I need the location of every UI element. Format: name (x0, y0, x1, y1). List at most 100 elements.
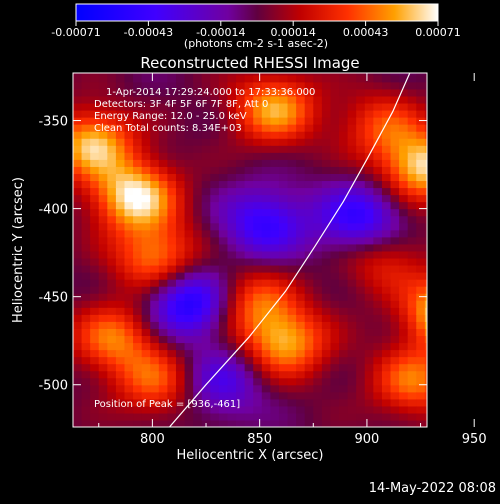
heatmap-cell (107, 222, 117, 231)
heatmap-cell (381, 201, 392, 210)
heatmap-cell (236, 236, 246, 245)
heatmap-cell (381, 370, 392, 379)
heatmap-cell (347, 398, 357, 407)
heatmap-cell (218, 229, 229, 238)
peak-position-label: Position of Peak = [936,-461] (94, 399, 240, 410)
heatmap-cell (270, 166, 280, 174)
heatmap-cell (175, 321, 186, 329)
heatmap-cell (416, 257, 426, 266)
heatmap-cell (416, 145, 426, 153)
heatmap-cell (330, 342, 340, 351)
heatmap-cell (407, 363, 417, 372)
heatmap-cell (236, 293, 246, 301)
heatmap-cell (321, 384, 332, 393)
heatmap-cell (270, 419, 280, 427)
heatmap-cell (304, 391, 314, 400)
heatmap-cell (81, 173, 91, 182)
heatmap-cell (244, 314, 254, 322)
heatmap-cell (407, 335, 417, 344)
heatmap-cell (141, 398, 151, 407)
heatmap-cell (98, 384, 108, 393)
heatmap-cell (244, 335, 254, 344)
heatmap-cell (124, 131, 134, 139)
heatmap-cell (98, 81, 108, 90)
heatmap-cell (270, 236, 280, 245)
heatmap-cell (210, 363, 220, 372)
heatmap-cell (347, 412, 357, 421)
heatmap-cell (261, 159, 271, 167)
heatmap-cell (124, 173, 134, 182)
heatmap-cell (193, 194, 203, 203)
heatmap-cell (364, 384, 374, 393)
solar-limb-curve (169, 73, 411, 427)
heatmap-cell (330, 194, 340, 203)
heatmap-cell (107, 314, 117, 322)
heatmap-cell (167, 321, 177, 329)
heatmap-cell (296, 377, 306, 386)
heatmap-cell (90, 124, 100, 132)
heatmap-cell (390, 222, 400, 231)
heatmap-cell (390, 138, 400, 146)
heatmap-cell (124, 293, 134, 301)
heatmap-cell (107, 159, 117, 167)
heatmap-cell (227, 74, 237, 83)
heatmap-cell (416, 187, 426, 196)
heatmap-cell (167, 391, 177, 400)
heatmap-cell (313, 215, 323, 224)
heatmap-cell (141, 300, 151, 308)
heatmap-cell (390, 314, 400, 322)
heatmap-cell (150, 229, 160, 238)
heatmap-cell (150, 88, 160, 97)
heatmap-cell (81, 335, 91, 344)
heatmap-cell (278, 243, 289, 252)
heatmap-cell (364, 314, 374, 322)
heatmap-cell (227, 145, 237, 153)
heatmap-cell (193, 314, 203, 322)
heatmap-cell (244, 173, 254, 182)
heatmap-cell (244, 328, 254, 337)
heatmap-cell (124, 314, 134, 322)
heatmap-cell (287, 356, 297, 365)
heatmap-cell (236, 412, 246, 421)
heatmap-cell (73, 412, 83, 421)
heatmap-cell (141, 377, 151, 386)
heatmap-cell (236, 208, 246, 217)
heatmap-cell (321, 74, 332, 83)
heatmap-cell (184, 419, 194, 427)
heatmap-cell (381, 335, 392, 344)
heatmap-cell (98, 293, 108, 301)
heatmap-cell (330, 307, 340, 315)
heatmap-cell (339, 243, 349, 252)
heatmap-cell (124, 194, 134, 203)
heatmap-cell (347, 81, 357, 90)
heatmap-cell (407, 328, 417, 337)
heatmap-cell (278, 363, 289, 372)
heatmap-cell (184, 95, 194, 104)
heatmap-cell (339, 335, 349, 344)
heatmap-cell (81, 356, 91, 365)
heatmap-cell (90, 328, 100, 337)
heatmap-cell (244, 180, 254, 189)
heatmap-cell (201, 356, 211, 365)
heatmap-cell (227, 300, 237, 308)
heatmap-cell (390, 215, 400, 224)
heatmap-cell (356, 95, 366, 104)
heatmap-cell (184, 152, 194, 160)
heatmap-cell (356, 264, 366, 273)
heatmap-cell (347, 243, 357, 252)
heatmap-cell (381, 117, 392, 125)
heatmap-cell (278, 264, 289, 273)
y-tick-label: -350 (38, 115, 68, 130)
heatmap-cell (218, 243, 229, 252)
heatmap-cell (313, 131, 323, 139)
heatmap-cell (253, 173, 263, 182)
heatmap-cell (296, 215, 306, 224)
heatmap-cell (278, 321, 289, 329)
heatmap-cell (416, 166, 426, 174)
heatmap-cell (407, 405, 417, 414)
heatmap-cell (424, 328, 427, 337)
heatmap-cell (175, 257, 186, 266)
heatmap-cell (424, 384, 427, 393)
heatmap-cell (193, 328, 203, 337)
